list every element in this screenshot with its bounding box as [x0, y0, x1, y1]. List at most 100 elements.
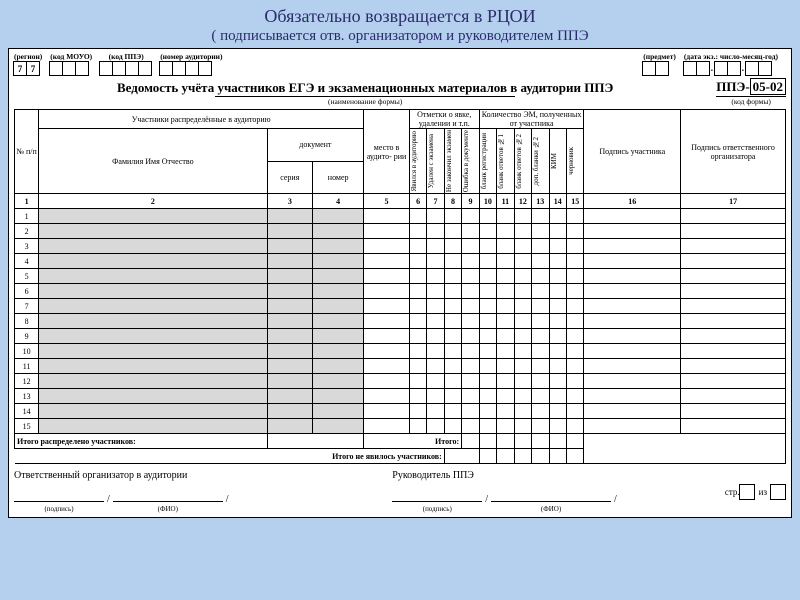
cell [39, 314, 267, 329]
under-fio-2: (ФИО) [491, 505, 611, 513]
cell [409, 284, 426, 299]
cell [681, 359, 786, 374]
form-code-prefix: ППЭ- [716, 79, 749, 94]
cell [532, 344, 549, 359]
cell [39, 239, 267, 254]
sig-org-title: Ответственный организатор в аудитории [14, 470, 392, 481]
cell [427, 254, 444, 269]
page-cur [739, 484, 755, 500]
cell [409, 314, 426, 329]
of-label: из [759, 487, 767, 497]
cell [267, 269, 313, 284]
col-num-9: 9 [462, 194, 480, 209]
cell [566, 359, 583, 374]
cell [514, 224, 531, 239]
cell [39, 374, 267, 389]
cell [462, 284, 480, 299]
cell [681, 344, 786, 359]
cell [267, 239, 313, 254]
col-sign-org: Подпись ответственного организатора [681, 110, 786, 194]
cell [267, 359, 313, 374]
cell [497, 389, 514, 404]
cell [584, 344, 681, 359]
table-row: 4 [15, 254, 786, 269]
cell [267, 284, 313, 299]
col-num-5: 5 [364, 194, 410, 209]
cell [514, 329, 531, 344]
cell [549, 254, 566, 269]
cell [584, 374, 681, 389]
cell [313, 284, 364, 299]
cell [514, 269, 531, 284]
cell [313, 419, 364, 434]
cell [444, 209, 461, 224]
col-12: бланк ответов №2 [515, 133, 524, 190]
table-row: 11 [15, 359, 786, 374]
cell [584, 359, 681, 374]
cell [364, 344, 410, 359]
cell [681, 239, 786, 254]
cell [532, 359, 549, 374]
cell [267, 404, 313, 419]
cell [409, 359, 426, 374]
cell [267, 419, 313, 434]
cell [427, 209, 444, 224]
grp-em: Количество ЭМ, полученных от участника [479, 110, 584, 129]
cell [313, 329, 364, 344]
hdr-mouo-cell [75, 61, 89, 76]
cell [313, 254, 364, 269]
under-fio-1: (ФИО) [113, 505, 223, 513]
cell [267, 224, 313, 239]
cell [462, 359, 480, 374]
cell [497, 359, 514, 374]
cell [497, 374, 514, 389]
cell [479, 359, 496, 374]
cell [532, 299, 549, 314]
cell [427, 344, 444, 359]
cell: 4 [15, 254, 39, 269]
cell [514, 419, 531, 434]
cell [681, 404, 786, 419]
hdr-subj-cell [642, 61, 656, 76]
cell [427, 389, 444, 404]
cell [409, 269, 426, 284]
hdr-ppe-label: (код ППЭ) [100, 52, 152, 61]
cell [532, 224, 549, 239]
table-row: 1 [15, 209, 786, 224]
cell [427, 224, 444, 239]
cell [584, 389, 681, 404]
col-num-12: 12 [514, 194, 531, 209]
hdr-region-cell: 7 [26, 61, 40, 76]
table-row: 10 [15, 344, 786, 359]
cell [313, 344, 364, 359]
col-num-3: 3 [267, 194, 313, 209]
hdr-aud-label: (номер аудитории) [160, 52, 222, 61]
table-row: 5 [15, 269, 786, 284]
cell [584, 314, 681, 329]
cell [584, 329, 681, 344]
hdr-mouo-cell [62, 61, 76, 76]
cell [681, 209, 786, 224]
cell [566, 419, 583, 434]
cell [479, 239, 496, 254]
cell [681, 389, 786, 404]
cell [39, 344, 267, 359]
cell [462, 389, 480, 404]
cell [364, 314, 410, 329]
col-num-11: 11 [497, 194, 514, 209]
cell [267, 314, 313, 329]
cell [364, 404, 410, 419]
cell [313, 389, 364, 404]
cell [479, 254, 496, 269]
cell [364, 209, 410, 224]
col-8: Не закончил экзамен [445, 129, 454, 193]
cell [566, 389, 583, 404]
hdr-mouo-cell [49, 61, 63, 76]
hdr-ppe-cell [125, 61, 139, 76]
cell [566, 209, 583, 224]
cell [462, 254, 480, 269]
cell [462, 419, 480, 434]
cell [532, 404, 549, 419]
page-counter: стр. из [725, 470, 786, 513]
col-9: Ошибка в документе [462, 129, 471, 193]
